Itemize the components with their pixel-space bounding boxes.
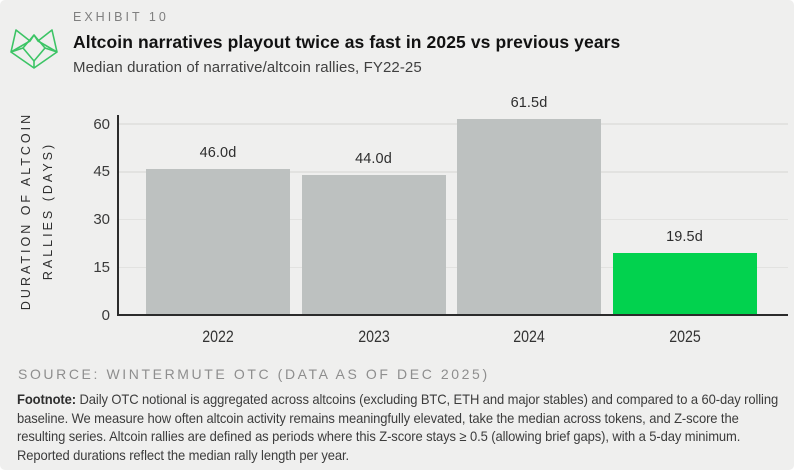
y-axis-line bbox=[117, 115, 119, 315]
wintermute-logo-icon bbox=[10, 29, 58, 69]
exhibit-label: EXHIBIT 10 bbox=[73, 10, 169, 24]
bar-value-label-2022: 46.0d bbox=[199, 144, 237, 161]
y-axis-title: DURATION OF ALTCOIN RALLIES (DAYS) bbox=[19, 111, 55, 311]
gridline-15 bbox=[119, 266, 788, 268]
bar-2024 bbox=[457, 119, 601, 315]
footnote-text: Daily OTC notional is aggregated across … bbox=[17, 392, 779, 463]
gridline-60 bbox=[119, 123, 788, 125]
x-tick-label-2025: 2025 bbox=[668, 328, 701, 346]
bar-value-label-2024: 61.5d bbox=[510, 95, 548, 112]
x-tick-label-2024: 2024 bbox=[513, 328, 545, 346]
source-line: SOURCE: WINTERMUTE OTC (DATA AS OF DEC 2… bbox=[18, 366, 490, 382]
footnote: Footnote: Daily OTC notional is aggregat… bbox=[17, 391, 787, 465]
y-tick-label-60: 60 bbox=[93, 115, 110, 133]
chart-header: EXHIBIT 10 Altcoin narratives playout tw… bbox=[73, 10, 620, 76]
y-tick-label-0: 0 bbox=[101, 306, 110, 324]
bar-2025 bbox=[612, 252, 757, 315]
gridline-45 bbox=[119, 171, 788, 173]
x-tick-label-2022: 2022 bbox=[202, 328, 234, 346]
chart-subtitle: Median duration of narrative/altcoin ral… bbox=[73, 59, 422, 76]
chart-title: Altcoin narratives playout twice as fast… bbox=[73, 32, 621, 52]
bar-value-label-2023: 44.0d bbox=[355, 150, 392, 167]
x-axis-line bbox=[117, 313, 788, 316]
bar-value-label-2025: 19.5d bbox=[666, 228, 703, 245]
y-tick-label-15: 15 bbox=[93, 258, 110, 276]
gridline-30 bbox=[119, 218, 788, 221]
footnote-prefix: Footnote: bbox=[17, 392, 76, 407]
bar-2022 bbox=[146, 168, 290, 315]
y-tick-label-45: 45 bbox=[93, 163, 110, 181]
x-tick-label-2023: 2023 bbox=[357, 328, 390, 346]
y-tick-label-30: 30 bbox=[93, 211, 110, 228]
bar-2023 bbox=[301, 174, 446, 315]
